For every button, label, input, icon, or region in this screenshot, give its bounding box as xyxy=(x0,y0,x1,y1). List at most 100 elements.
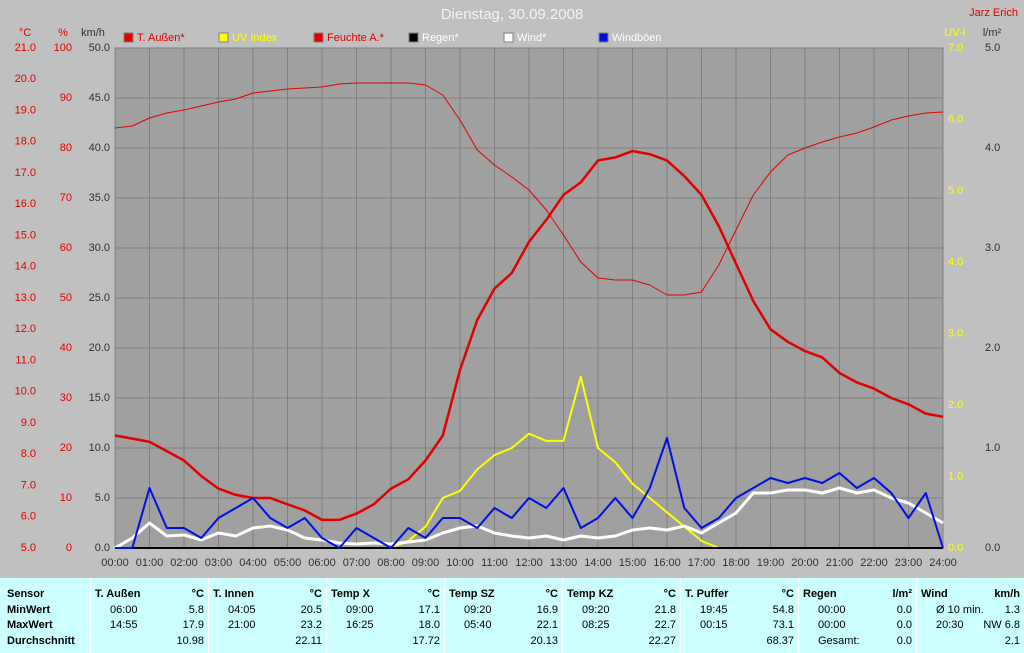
y-tick-label: 35.0 xyxy=(89,192,110,204)
y-tick-label: 100 xyxy=(54,42,72,54)
x-tick-label: 13:00 xyxy=(550,557,578,569)
cell-value: 18.0 xyxy=(418,619,440,631)
legend-label: Wind* xyxy=(517,32,547,44)
cell-value: 22.7 xyxy=(654,619,676,631)
y-tick-label: 17.0 xyxy=(15,167,36,179)
column-unit: °C xyxy=(309,588,322,600)
axis-label: km/h xyxy=(81,27,105,39)
cell-value: 0.0 xyxy=(896,604,912,616)
x-tick-label: 15:00 xyxy=(619,557,647,569)
x-tick-label: 22:00 xyxy=(860,557,888,569)
legend-swatch xyxy=(123,32,134,43)
y-tick-label: 9.0 xyxy=(21,417,36,429)
column-header: T. Puffer xyxy=(685,588,729,600)
column-header: T. Innen xyxy=(213,588,254,600)
x-tick-label: 05:00 xyxy=(274,557,302,569)
y-tick-label: 5.0 xyxy=(95,492,110,504)
cell-time: 04:05 xyxy=(228,604,256,616)
legend-label: T. Außen* xyxy=(137,32,185,44)
cell-time: Ø 10 min. xyxy=(936,604,984,616)
cell-value: 20.5 xyxy=(300,604,322,616)
y-tick-label: 0.0 xyxy=(95,542,110,554)
y-tick-label: 80 xyxy=(60,142,72,154)
y-tick-label: 10.0 xyxy=(15,386,36,398)
y-tick-label: 20.0 xyxy=(89,342,110,354)
cell-time: 00:15 xyxy=(700,619,728,631)
axis-label: UV-I xyxy=(944,27,965,39)
cell-time: 21:00 xyxy=(228,619,256,631)
y-tick-label: 30 xyxy=(60,392,72,404)
x-tick-label: 02:00 xyxy=(170,557,198,569)
y-tick-label: 1.0 xyxy=(985,442,1000,454)
y-tick-label: 6.0 xyxy=(948,113,963,125)
y-tick-label: 16.0 xyxy=(15,198,36,210)
cell-time: Gesamt: xyxy=(818,635,860,647)
author: Jarz Erich xyxy=(969,7,1018,19)
legend-swatch xyxy=(408,32,419,43)
legend-label: Feuchte A.* xyxy=(327,32,385,44)
y-tick-label: 60 xyxy=(60,242,72,254)
y-tick-label: 0.0 xyxy=(948,542,963,554)
legend-swatch xyxy=(503,32,514,43)
column-separator xyxy=(680,578,681,653)
y-tick-label: 8.0 xyxy=(21,448,36,460)
x-tick-label: 17:00 xyxy=(688,557,716,569)
column-unit: km/h xyxy=(994,588,1020,600)
y-tick-label: 7.0 xyxy=(948,42,963,54)
x-tick-label: 16:00 xyxy=(653,557,681,569)
cell-time: 00:00 xyxy=(818,619,846,631)
cell-value: 20.13 xyxy=(530,635,558,647)
cell-value: 23.2 xyxy=(300,619,322,631)
column-unit: °C xyxy=(191,588,204,600)
y-tick-label: 0.0 xyxy=(985,542,1000,554)
y-tick-label: 21.0 xyxy=(15,42,36,54)
cell-value: 2.1 xyxy=(1004,635,1020,647)
x-tick-label: 01:00 xyxy=(136,557,164,569)
x-tick-label: 07:00 xyxy=(343,557,371,569)
y-tick-label: 20.0 xyxy=(15,73,36,85)
x-tick-label: 06:00 xyxy=(308,557,336,569)
cell-value: 21.8 xyxy=(654,604,676,616)
cell-value: 73.1 xyxy=(772,619,794,631)
legend-swatch xyxy=(313,32,324,43)
cell-value: 22.27 xyxy=(648,635,676,647)
y-tick-label: 3.0 xyxy=(985,242,1000,254)
cell-time: 05:40 xyxy=(464,619,492,631)
column-header: Temp KZ xyxy=(567,588,614,600)
y-tick-label: 20 xyxy=(60,442,72,454)
x-tick-label: 08:00 xyxy=(377,557,405,569)
y-tick-label: 3.0 xyxy=(948,328,963,340)
series-line xyxy=(115,437,944,549)
cell-value: 17.72 xyxy=(412,635,440,647)
y-tick-label: 25.0 xyxy=(89,292,110,304)
x-tick-label: 11:00 xyxy=(481,557,508,569)
legend-swatch xyxy=(598,32,609,43)
x-tick-label: 04:00 xyxy=(239,557,267,569)
y-tick-label: 12.0 xyxy=(15,323,36,335)
cell-value: 1.3 xyxy=(1004,604,1020,616)
y-tick-label: 70 xyxy=(60,192,72,204)
row-label: Durchschnitt xyxy=(7,635,75,647)
cell-value: 5.8 xyxy=(188,604,204,616)
cell-time: 08:25 xyxy=(582,619,610,631)
row-label: MaxWert xyxy=(7,619,53,631)
cell-value: 0.0 xyxy=(896,619,912,631)
y-tick-label: 11.0 xyxy=(15,354,36,366)
chart-title: Dienstag, 30.09.2008 xyxy=(441,6,584,23)
cell-value: 22.1 xyxy=(536,619,558,631)
y-tick-label: 5.0 xyxy=(948,185,963,197)
y-tick-label: 7.0 xyxy=(21,479,36,491)
y-tick-label: 50.0 xyxy=(89,42,110,54)
x-tick-label: 03:00 xyxy=(205,557,233,569)
legend-swatch xyxy=(218,32,229,43)
y-tick-label: 10.0 xyxy=(89,442,110,454)
cell-value: 54.8 xyxy=(772,604,794,616)
y-tick-label: 15.0 xyxy=(15,229,36,241)
cell-time: 20:30 xyxy=(936,619,964,631)
column-unit: °C xyxy=(663,588,676,600)
column-unit: °C xyxy=(545,588,558,600)
y-tick-label: 13.0 xyxy=(15,292,36,304)
y-tick-label: 50 xyxy=(60,292,72,304)
y-tick-label: 6.0 xyxy=(21,511,36,523)
